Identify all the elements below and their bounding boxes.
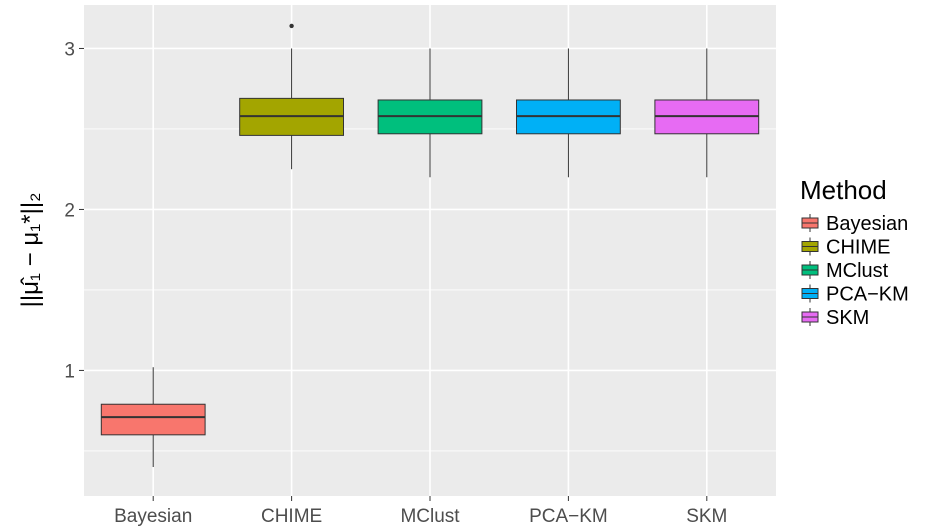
legend-item: MClust	[801, 260, 889, 282]
box-skm	[654, 48, 760, 178]
box-bayesian	[100, 367, 206, 468]
legend-label: Bayesian	[826, 213, 908, 235]
legend-label: MClust	[826, 260, 889, 282]
y-tick-label: 3	[64, 39, 75, 60]
y-tick-label: 2	[64, 200, 75, 221]
legend-item: SKM	[801, 307, 869, 329]
x-tick-label: PCA−KM	[529, 506, 608, 527]
legend-label: CHIME	[826, 237, 890, 259]
box-body	[100, 403, 206, 436]
x-tick-label: Bayesian	[114, 506, 192, 527]
legend-label: SKM	[826, 307, 869, 329]
box-mclust	[377, 48, 483, 178]
box-series	[100, 23, 760, 468]
outlier-point	[289, 23, 294, 29]
legend-label: PCA−KM	[826, 284, 909, 306]
box-chime	[239, 23, 344, 170]
legend-title: Method	[800, 175, 887, 205]
legend-item: PCA−KM	[801, 284, 909, 306]
y-tick-label: 1	[64, 361, 75, 382]
legend-item: Bayesian	[801, 213, 908, 235]
y-axis-ticks: 1 2 3	[64, 39, 84, 382]
x-tick-label: CHIME	[261, 506, 322, 527]
y-axis-title: ||μ̂₁ − μ₁*||₂	[17, 193, 44, 308]
x-tick-label: MClust	[400, 506, 460, 527]
box-pca-km	[516, 48, 621, 178]
x-tick-label: SKM	[686, 506, 727, 527]
x-axis-ticks: Bayesian CHIME MClust PCA−KM SKM	[114, 496, 727, 527]
legend-item: CHIME	[801, 237, 890, 259]
